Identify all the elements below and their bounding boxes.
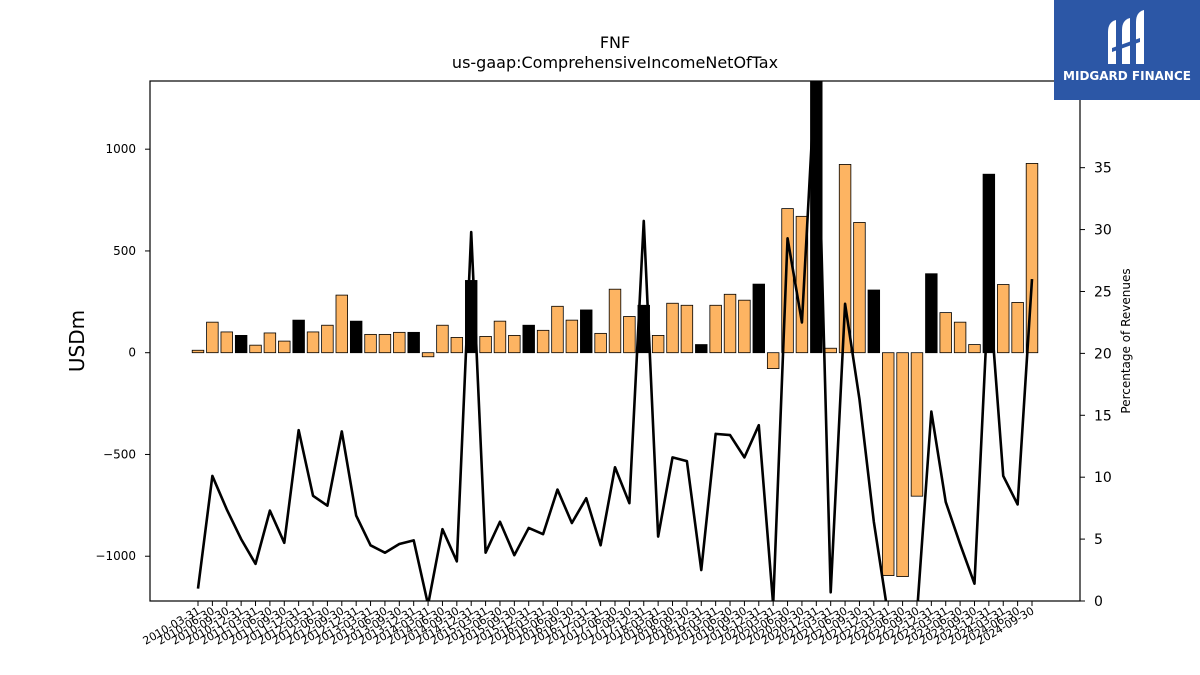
bar bbox=[465, 280, 478, 354]
bar-series bbox=[191, 81, 1039, 577]
bar bbox=[493, 320, 507, 354]
bar bbox=[220, 331, 233, 354]
bar bbox=[1011, 302, 1024, 354]
bar bbox=[450, 337, 464, 354]
bar bbox=[551, 305, 564, 354]
y-tick-label: 0 bbox=[128, 346, 136, 360]
bar bbox=[393, 331, 406, 354]
y2-axis-label: Percentage of Revenues bbox=[1119, 268, 1133, 413]
bar bbox=[536, 329, 550, 354]
bar bbox=[508, 334, 521, 354]
bar bbox=[723, 293, 737, 354]
bar bbox=[838, 164, 852, 354]
bar bbox=[752, 283, 765, 354]
bar bbox=[709, 304, 722, 354]
bar bbox=[953, 321, 967, 354]
bar bbox=[968, 344, 981, 354]
bar bbox=[349, 320, 363, 354]
bar bbox=[738, 299, 751, 354]
bar bbox=[278, 340, 291, 354]
bar bbox=[666, 302, 679, 354]
line-series bbox=[196, 81, 1034, 601]
logo-badge: MIDGARD FINANCE bbox=[1054, 0, 1200, 100]
y2-tick-label: 20 bbox=[1094, 346, 1112, 362]
bar bbox=[925, 273, 938, 354]
bar bbox=[997, 284, 1010, 354]
bar bbox=[407, 331, 420, 354]
bar bbox=[594, 332, 607, 354]
bar bbox=[853, 222, 866, 354]
bar bbox=[608, 288, 622, 354]
bar bbox=[824, 347, 837, 354]
bar bbox=[306, 331, 320, 354]
chart-subtitle: us-gaap:ComprehensiveIncomeNetOfTax bbox=[452, 53, 778, 72]
bar bbox=[321, 324, 334, 354]
bar bbox=[680, 304, 694, 354]
y2-tick-label: 15 bbox=[1094, 408, 1112, 424]
chart-title: FNF bbox=[600, 33, 630, 52]
bar bbox=[191, 349, 205, 354]
y-axis-right: 0 5 10 15 20 25 30 35 bbox=[1080, 161, 1112, 610]
y-axis-left: −1000 −500 0 500 1000 bbox=[95, 142, 150, 563]
midgard-logo-icon bbox=[1108, 10, 1144, 64]
y2-tick-label: 25 bbox=[1094, 284, 1112, 300]
bar bbox=[364, 333, 377, 354]
bar bbox=[292, 319, 305, 354]
bar bbox=[896, 352, 909, 577]
y-tick-label: 1000 bbox=[105, 142, 136, 156]
bar bbox=[335, 294, 348, 354]
bar bbox=[234, 334, 248, 354]
bar bbox=[982, 173, 996, 354]
bar bbox=[436, 324, 449, 354]
y-tick-label: −500 bbox=[103, 447, 136, 461]
y2-tick-label: 10 bbox=[1094, 470, 1112, 486]
bar bbox=[810, 81, 823, 354]
bar bbox=[479, 336, 492, 354]
y2-tick-label: 0 bbox=[1094, 594, 1103, 610]
y2-tick-label: 35 bbox=[1094, 161, 1112, 177]
bar bbox=[695, 344, 708, 354]
bar bbox=[206, 321, 219, 354]
y-axis-label: USDm bbox=[65, 310, 89, 372]
logo-text: MIDGARD FINANCE bbox=[1063, 69, 1191, 83]
y2-tick-label: 5 bbox=[1094, 532, 1103, 548]
bar bbox=[378, 333, 392, 354]
line-series-group bbox=[196, 81, 1034, 601]
bar bbox=[421, 352, 435, 358]
bar bbox=[565, 319, 579, 354]
bar bbox=[910, 352, 924, 497]
y-tick-label: −1000 bbox=[95, 549, 136, 563]
bar bbox=[580, 309, 593, 354]
bar bbox=[882, 352, 895, 576]
bar bbox=[1025, 163, 1039, 354]
bar bbox=[766, 352, 780, 369]
x-axis: 2010-03-312010-06-302010-09-302010-12-31… bbox=[141, 601, 1037, 648]
bar bbox=[249, 344, 262, 354]
bar bbox=[781, 208, 794, 354]
y2-tick-label: 30 bbox=[1094, 223, 1112, 239]
bar bbox=[623, 316, 636, 354]
bar bbox=[522, 324, 535, 354]
y-tick-label: 500 bbox=[113, 244, 136, 258]
bar bbox=[651, 334, 665, 354]
bar bbox=[939, 312, 952, 354]
bar bbox=[263, 332, 277, 354]
bar bbox=[867, 289, 881, 354]
